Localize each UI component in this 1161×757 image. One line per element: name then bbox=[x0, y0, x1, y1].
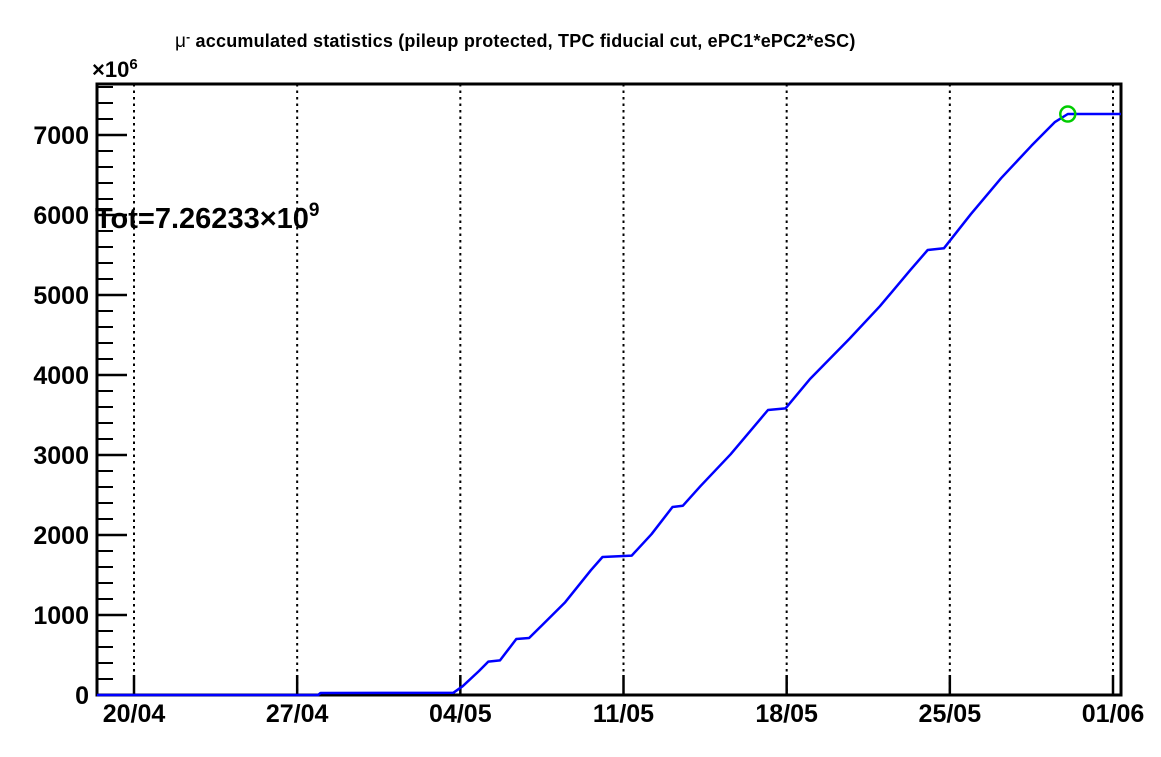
total-annotation-text: Tot=7.26233 bbox=[95, 203, 260, 235]
x-tick-label: 25/05 bbox=[919, 700, 982, 728]
y-tick-label: 2000 bbox=[33, 522, 89, 550]
y-tick-label: 5000 bbox=[33, 282, 89, 310]
chart-title-text: accumulated statistics (pileup protected… bbox=[190, 31, 856, 51]
y-scale-base: ×10 bbox=[92, 57, 130, 82]
chart-title: μ- accumulated statistics (pileup protec… bbox=[175, 30, 856, 53]
total-annotation-exponent: 9 bbox=[308, 200, 320, 221]
x-tick-label: 11/05 bbox=[593, 700, 654, 728]
x-tick-label: 27/04 bbox=[266, 700, 329, 728]
total-annotation: Tot=7.26233×109 bbox=[95, 200, 319, 236]
mu-superscript-minus: - bbox=[186, 30, 191, 44]
data-curve bbox=[96, 112, 1121, 697]
y-tick-label: 1000 bbox=[33, 602, 89, 630]
x-tick-label: 18/05 bbox=[755, 700, 818, 728]
y-tick-label: 7000 bbox=[33, 122, 89, 150]
endpoint-marker bbox=[1059, 105, 1077, 123]
plot-frame bbox=[95, 82, 1123, 697]
y-tick-label: 4000 bbox=[33, 362, 89, 390]
y-tick-label: 3000 bbox=[33, 442, 89, 470]
y-axis-scale-label: ×106 bbox=[92, 56, 138, 83]
y-scale-exponent: 6 bbox=[129, 56, 138, 73]
x-tick-label: 01/06 bbox=[1082, 700, 1145, 728]
y-tick-label: 0 bbox=[75, 682, 89, 710]
x-tick-label: 20/04 bbox=[103, 700, 166, 728]
x-tick-label: 04/05 bbox=[429, 700, 492, 728]
mu-symbol: μ bbox=[175, 31, 187, 52]
y-tick-label: 6000 bbox=[33, 202, 89, 230]
total-annotation-base: ×10 bbox=[259, 203, 309, 235]
